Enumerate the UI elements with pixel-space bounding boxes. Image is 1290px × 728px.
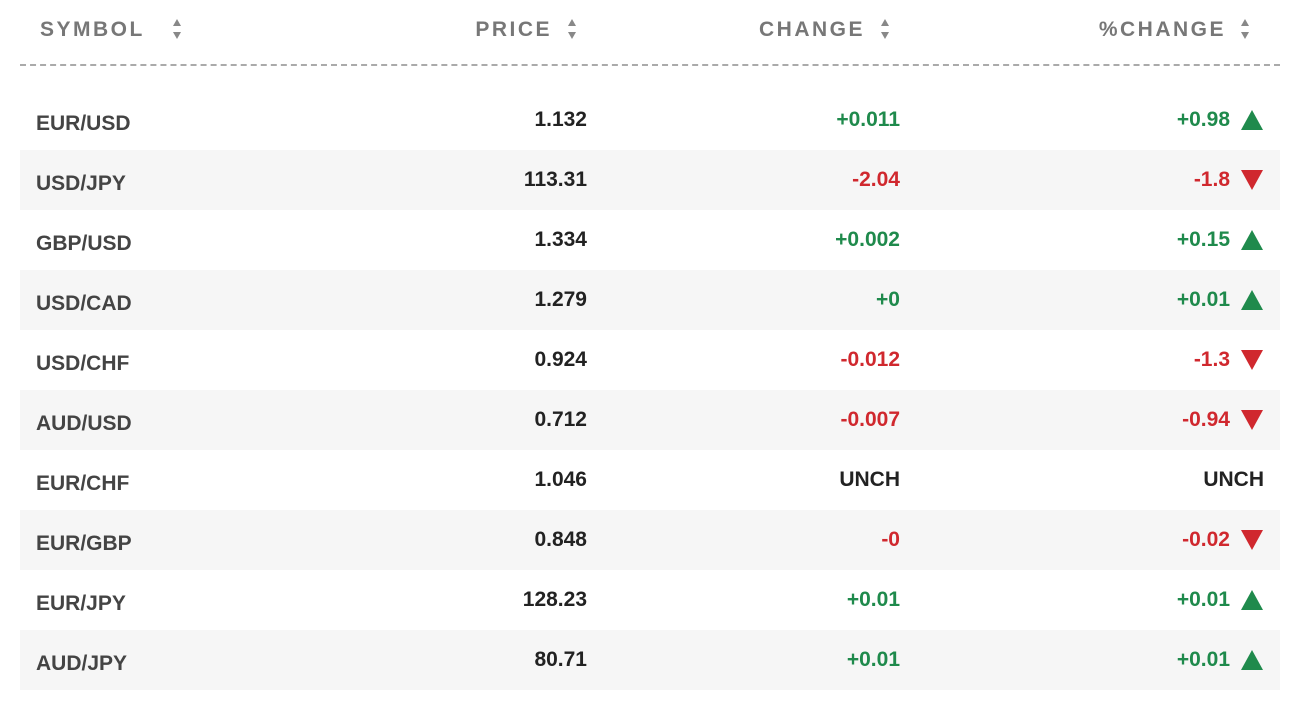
sort-icon[interactable] (172, 16, 182, 47)
percent-change: -1.8 (1193, 168, 1230, 191)
price: 80.71 (534, 648, 587, 671)
trend-arrow (1240, 408, 1264, 437)
price: 1.046 (534, 468, 587, 491)
sort-icon[interactable] (880, 16, 890, 47)
symbol[interactable]: USD/CAD (36, 292, 132, 315)
percent-change: +0.15 (1176, 228, 1230, 251)
sort-icon[interactable] (567, 16, 577, 47)
price: 1.334 (534, 228, 587, 251)
table-row[interactable]: USD/JPY 113.31 -2.04 -1.8 (20, 150, 1280, 210)
change: +0.01 (846, 648, 900, 671)
price: 128.23 (522, 588, 587, 611)
trend-arrow (1240, 228, 1264, 257)
symbol[interactable]: USD/CHF (36, 352, 130, 375)
table-row[interactable]: USD/CHF 0.924 -0.012 -1.3 (20, 330, 1280, 390)
change: -0.007 (840, 408, 900, 431)
symbol[interactable]: USD/JPY (36, 172, 126, 195)
change: UNCH (839, 468, 900, 491)
symbol[interactable]: GBP/USD (36, 232, 132, 255)
table-row[interactable]: AUD/USD 0.712 -0.007 -0.94 (20, 390, 1280, 450)
change: +0.002 (835, 228, 900, 251)
price: 0.712 (534, 408, 587, 431)
symbol[interactable]: EUR/CHF (36, 472, 130, 495)
percent-change: +0.98 (1176, 108, 1230, 131)
price: 1.279 (534, 288, 587, 311)
table-row[interactable]: AUD/JPY 80.71 +0.01 +0.01 (20, 630, 1280, 690)
percent-change: -0.94 (1182, 408, 1230, 431)
symbol[interactable]: EUR/JPY (36, 592, 126, 615)
trend-arrow (1240, 648, 1264, 677)
trend-arrow (1240, 528, 1264, 557)
column-header[interactable]: CHANGE (758, 18, 865, 41)
trend-arrow (1240, 348, 1264, 377)
table-row[interactable]: USD/CAD 1.279 +0 +0.01 (20, 270, 1280, 330)
percent-change: -1.3 (1193, 348, 1230, 371)
percent-change: +0.01 (1176, 288, 1230, 311)
change: -0.012 (840, 348, 900, 371)
column-header[interactable]: PRICE (475, 18, 552, 41)
trend-arrow (1240, 168, 1264, 197)
symbol[interactable]: EUR/USD (36, 112, 131, 135)
change: +0.01 (846, 588, 900, 611)
percent-change: +0.01 (1176, 648, 1230, 671)
change: -2.04 (852, 168, 900, 191)
change: -0 (881, 528, 900, 551)
change: +0.011 (836, 108, 900, 131)
change: +0 (876, 288, 900, 311)
table-row[interactable]: EUR/GBP 0.848 -0 -0.02 (20, 510, 1280, 570)
column-header[interactable]: SYMBOL (40, 18, 145, 41)
trend-arrow (1240, 108, 1264, 137)
trend-arrow (1240, 588, 1264, 617)
price: 0.848 (534, 528, 587, 551)
sort-icon[interactable] (1240, 16, 1250, 47)
symbol[interactable]: AUD/USD (36, 412, 132, 435)
table-row[interactable]: EUR/CHF 1.046 UNCH UNCH (20, 450, 1280, 510)
percent-change: +0.01 (1176, 588, 1230, 611)
trend-arrow (1240, 288, 1264, 317)
price: 0.924 (534, 348, 587, 371)
symbol[interactable]: EUR/GBP (36, 532, 132, 555)
price: 1.132 (534, 108, 587, 131)
header-divider (20, 64, 1280, 66)
table-row[interactable]: GBP/USD 1.334 +0.002 +0.15 (20, 210, 1280, 270)
price: 113.31 (523, 168, 587, 191)
symbol[interactable]: AUD/JPY (36, 652, 128, 675)
column-header[interactable]: %CHANGE (1098, 18, 1226, 41)
percent-change: -0.02 (1182, 528, 1230, 551)
percent-change: UNCH (1203, 468, 1264, 491)
table-row[interactable]: EUR/JPY 128.23 +0.01 +0.01 (20, 570, 1280, 630)
table-row[interactable]: EUR/USD 1.132 +0.011 +0.98 (20, 90, 1280, 150)
